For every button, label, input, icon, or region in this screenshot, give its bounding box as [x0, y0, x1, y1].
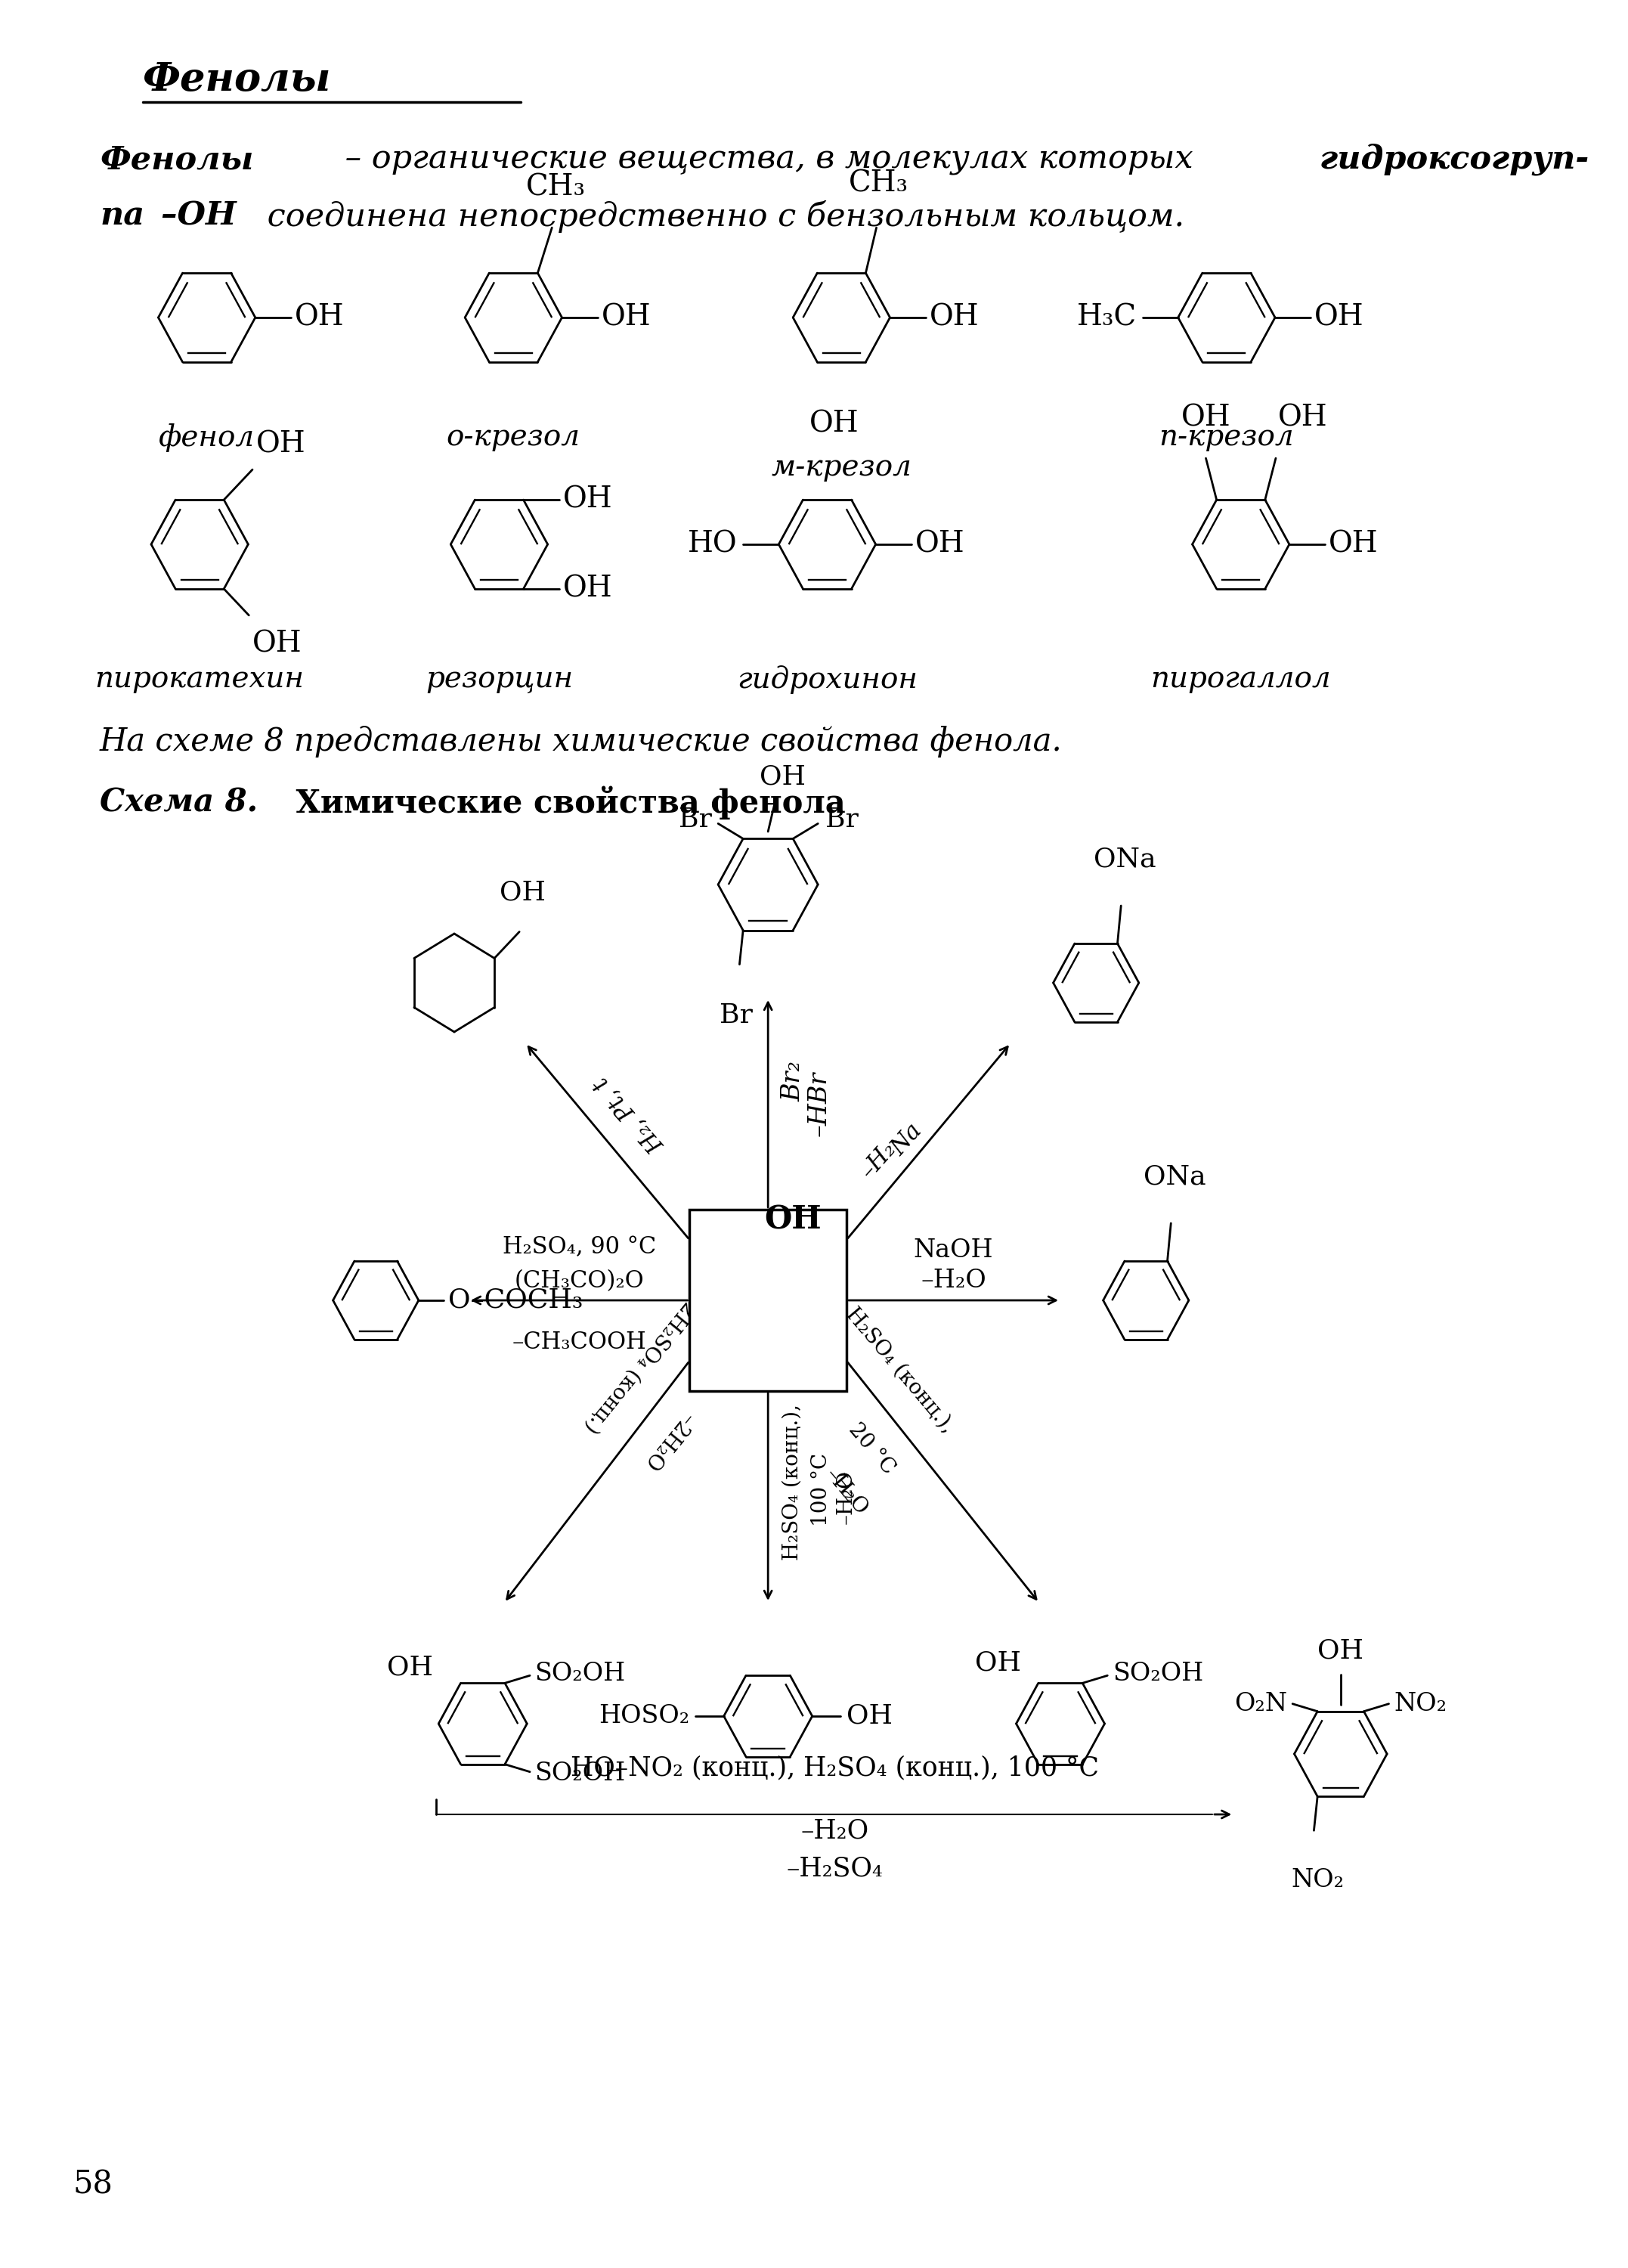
Text: SO₂OH: SO₂OH — [536, 1662, 625, 1685]
Text: – органические вещества, в молекулах которых: – органические вещества, в молекулах кот… — [335, 143, 1203, 175]
Text: n-крезол: n-крезол — [1159, 424, 1294, 451]
Text: OH: OH — [563, 574, 612, 603]
Text: –H₂: –H₂ — [856, 1136, 900, 1184]
Text: OH: OH — [256, 431, 306, 458]
Text: –HBr: –HBr — [807, 1070, 832, 1136]
Text: –OH: –OH — [150, 200, 236, 231]
Text: OH: OH — [1328, 531, 1379, 558]
Text: OH: OH — [975, 1651, 1021, 1676]
Text: OH: OH — [563, 485, 612, 515]
Text: фенол: фенол — [160, 424, 256, 451]
Text: На схеме 8 представлены химические свойства фенола.: На схеме 8 представлены химические свойс… — [99, 726, 1063, 758]
Text: (CH₃CO)₂O: (CH₃CO)₂O — [514, 1270, 645, 1293]
Text: ONa: ONa — [1094, 846, 1156, 871]
Text: O₂N: O₂N — [1234, 1692, 1288, 1717]
Text: HO–NO₂ (конц.), H₂SO₄ (конц.), 100 °C: HO–NO₂ (конц.), H₂SO₄ (конц.), 100 °C — [571, 1755, 1099, 1780]
Text: гидроксогруп-: гидроксогруп- — [1319, 143, 1589, 177]
Text: 58: 58 — [73, 2168, 112, 2200]
Text: Br: Br — [825, 807, 858, 832]
Text: O–COCH₃: O–COCH₃ — [449, 1288, 583, 1313]
Text: OH: OH — [1278, 404, 1327, 431]
Text: OH: OH — [601, 304, 651, 331]
Text: Na: Na — [887, 1120, 926, 1161]
Text: H₂SO₄ (конц.),: H₂SO₄ (конц.), — [842, 1304, 959, 1436]
Text: –H₂O: –H₂O — [835, 1470, 856, 1524]
Text: OH: OH — [1317, 1637, 1364, 1662]
Text: –H₂O: –H₂O — [921, 1268, 987, 1293]
Text: гидрохинон: гидрохинон — [737, 665, 918, 694]
Text: CH₃: CH₃ — [848, 170, 908, 197]
Text: –H₂O: –H₂O — [821, 1465, 871, 1520]
Text: Химические свойства фенола: Химические свойства фенола — [285, 787, 847, 821]
Text: NO₂: NO₂ — [1394, 1692, 1447, 1717]
Text: H₂SO₄, 90 °C: H₂SO₄, 90 °C — [503, 1236, 656, 1259]
Text: –H₂O: –H₂O — [801, 1819, 869, 1844]
Text: Фенолы: Фенолы — [99, 143, 254, 175]
Text: NO₂: NO₂ — [1291, 1869, 1345, 1892]
Text: OH: OH — [1180, 404, 1231, 431]
Text: соединена непосредственно с бензольным кольцом.: соединена непосредственно с бензольным к… — [257, 200, 1184, 234]
Text: OH: OH — [765, 1204, 822, 1236]
Text: Br: Br — [720, 1002, 752, 1027]
Text: 20 °C: 20 °C — [845, 1420, 899, 1479]
Text: OH: OH — [387, 1653, 433, 1681]
Text: –CH₃COOH: –CH₃COOH — [511, 1331, 646, 1354]
Text: Br: Br — [679, 807, 711, 832]
Text: 100 °C: 100 °C — [811, 1452, 832, 1526]
Text: SO₂OH: SO₂OH — [1112, 1662, 1203, 1685]
Text: пирокатехин: пирокатехин — [94, 665, 304, 694]
Text: OH: OH — [847, 1703, 892, 1728]
Text: HOSO₂: HOSO₂ — [599, 1703, 690, 1728]
Text: па: па — [99, 200, 145, 231]
Text: SO₂OH: SO₂OH — [536, 1762, 625, 1785]
Text: резорцин: резорцин — [425, 665, 573, 694]
Text: NaOH: NaOH — [913, 1238, 993, 1263]
Text: OH: OH — [1314, 304, 1364, 331]
Text: o-крезол: o-крезол — [446, 424, 580, 451]
Text: CH₃: CH₃ — [526, 172, 586, 202]
Text: OH: OH — [759, 764, 806, 789]
Text: пирогаллол: пирогаллол — [1151, 665, 1332, 694]
Text: OH: OH — [915, 531, 964, 558]
Text: –H₂SO₄: –H₂SO₄ — [786, 1855, 884, 1882]
Text: H₃C: H₃C — [1076, 304, 1136, 331]
Text: Br₂: Br₂ — [781, 1061, 806, 1102]
Text: ONa: ONa — [1143, 1163, 1206, 1188]
Text: 2H₂SO₄ (конц.): 2H₂SO₄ (конц.) — [580, 1297, 698, 1436]
Text: OH: OH — [500, 880, 545, 905]
Text: HO: HO — [687, 531, 737, 558]
Text: OH: OH — [252, 631, 303, 658]
Bar — [690, 1209, 847, 1390]
Text: OH: OH — [295, 304, 344, 331]
Text: OH: OH — [809, 411, 860, 438]
Text: м-крезол: м-крезол — [772, 454, 912, 481]
Text: H₂SO₄ (конц.),: H₂SO₄ (конц.), — [783, 1404, 803, 1560]
Text: –2H₂O: –2H₂O — [638, 1408, 697, 1474]
Text: OH: OH — [930, 304, 978, 331]
Text: Схема 8.: Схема 8. — [99, 787, 257, 819]
Text: H₂, Pt, t: H₂, Pt, t — [589, 1070, 669, 1157]
Text: Фенолы: Фенолы — [143, 61, 330, 100]
